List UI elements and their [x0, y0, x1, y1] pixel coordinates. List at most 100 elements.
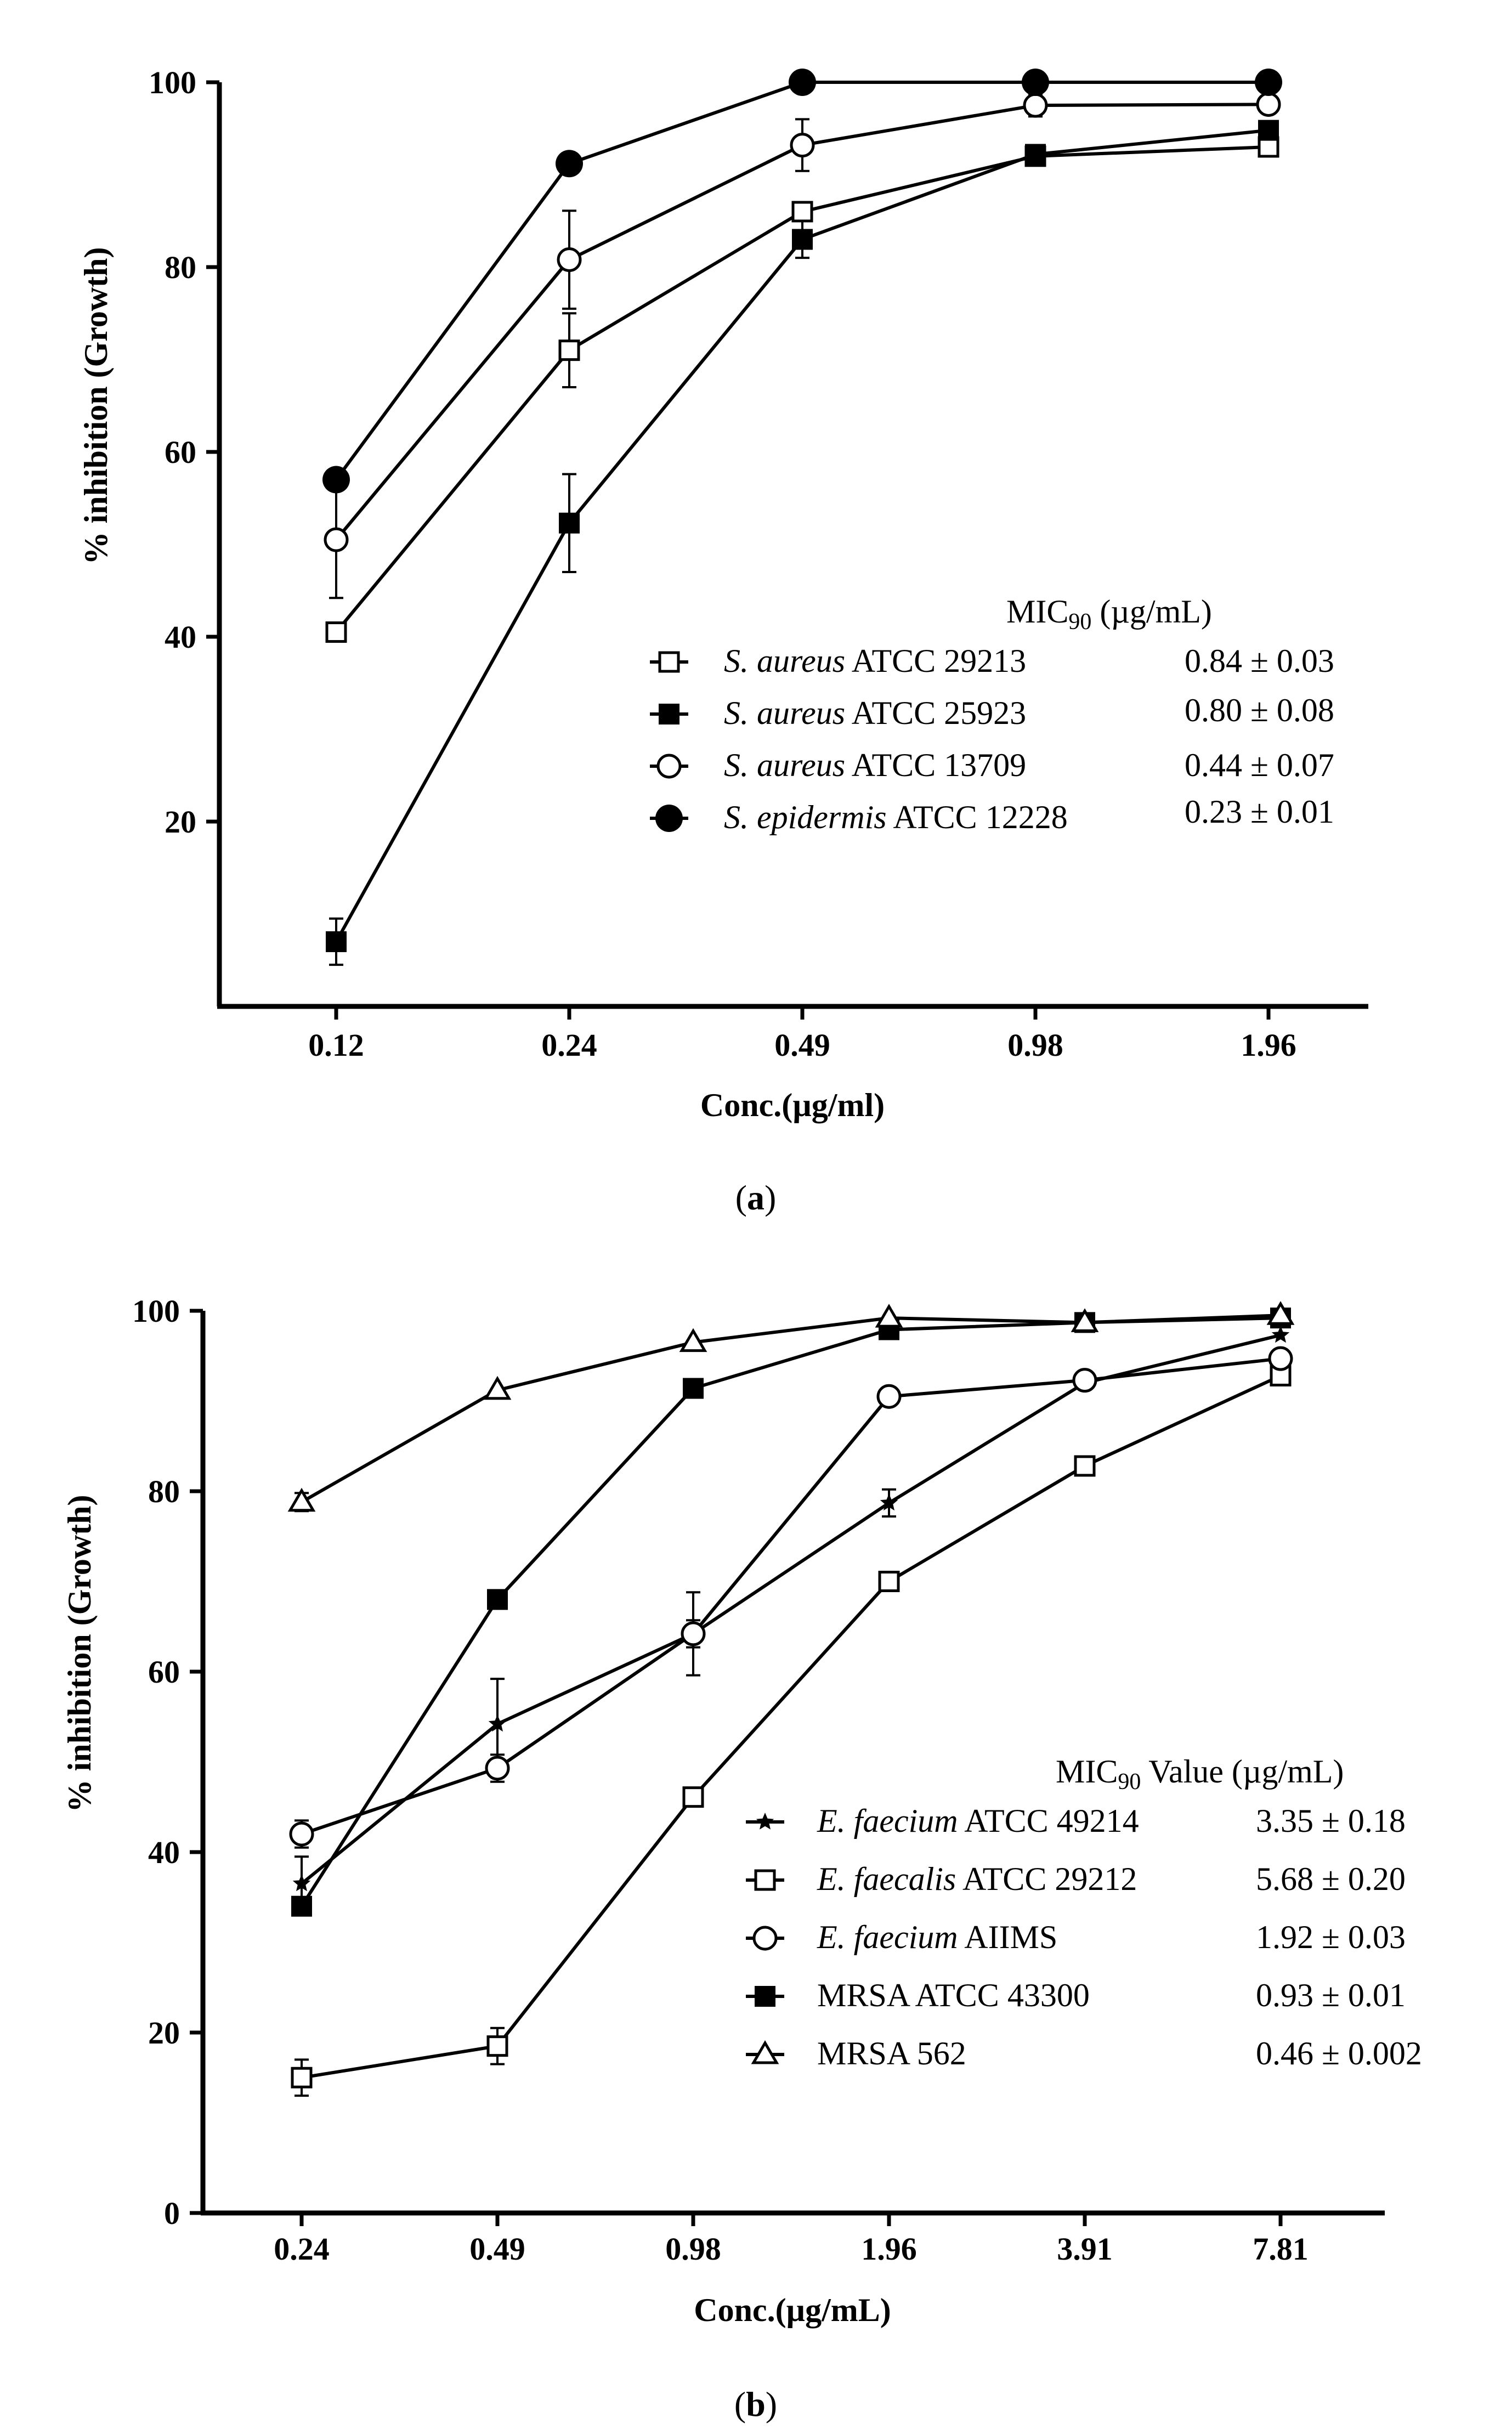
panel-a-x-ticks: 0.12 0.24 0.49 0.98 1.96	[308, 1006, 1296, 1063]
panel-b-legend-marker	[752, 1926, 778, 1951]
panel-b-y-tick-label: 40	[148, 1835, 180, 1870]
panel-b-series-1-point	[292, 1874, 311, 1892]
panel-b-series-1-point	[488, 1714, 507, 1732]
panel-b-series-2-point	[878, 1571, 900, 1592]
panel-a-series-4-point	[1022, 69, 1049, 96]
panel-b-legend-label: E. faecium AIIMS	[817, 1919, 1057, 1955]
panel-a-legend-marker	[658, 651, 680, 673]
panel-a-series-3-point	[1256, 92, 1281, 117]
panel-a-plot-area	[322, 69, 1282, 966]
panel-a-y-tick-label: 40	[165, 619, 196, 655]
panel-a-series-1-point	[791, 201, 813, 223]
panel-b-x-tick-label: 0.98	[665, 2231, 721, 2267]
panel-b-y-tick-label: 60	[148, 1654, 180, 1690]
panel-b-series-3-point	[876, 1384, 902, 1409]
panel-a-legend-species: S. aureus	[724, 643, 845, 679]
panel-a-series-4-point	[789, 69, 816, 96]
panel-a-series-1	[325, 136, 1279, 643]
panel-b-series-5-point	[1071, 1308, 1099, 1332]
panel-b-series-4-point	[291, 1895, 312, 1917]
panel-b-y-tick-label: 100	[132, 1293, 180, 1329]
panel-a-legend-mic-value: 0.23 ± 0.01	[1185, 794, 1334, 830]
panel-b-legend-mic-value: 0.46 ± 0.002	[1256, 2035, 1422, 2071]
panel-b-legend-strain: ATCC 29212	[956, 1861, 1137, 1897]
panel-b-legend-item-5: MRSA 562 0.46 ± 0.002	[746, 2035, 1422, 2071]
panel-b-series-2-line	[301, 1374, 1282, 2080]
panel-b-series-1-point	[880, 1493, 898, 1511]
panel-b-series-1	[292, 1326, 1290, 1912]
panel-a-legend: MIC90 (µg/mL) S. aureus ATCC 29213 0.84 ±…	[650, 593, 1334, 835]
panel-a-legend-label: S. aureus ATCC 13709	[724, 747, 1026, 783]
panel-b-y-ticks: 0 20 40 60 80 100	[132, 1293, 203, 2231]
panel-b-series-4-point	[487, 1589, 508, 1610]
panel-b-y-tick-label: 80	[148, 1474, 180, 1509]
panel-a-x-tick-label: 0.12	[308, 1027, 364, 1063]
panel-b-legend-mic-value: 0.93 ± 0.01	[1256, 1977, 1406, 2013]
panel-a-series-4-point	[322, 466, 350, 494]
panel-b-series-2-point	[291, 2067, 313, 2088]
panel-a-legend-species: S. aureus	[724, 695, 845, 731]
panel-b-legend-item-1: E. faecium ATCC 49214 3.35 ± 0.18	[746, 1803, 1406, 1839]
panel-b-series-3	[289, 1346, 1293, 1849]
panel-b-legend-strain: AIIMS	[958, 1919, 1058, 1955]
panel-b-series-3-point	[289, 1821, 314, 1847]
panel-a-series-3	[324, 92, 1281, 599]
panel-a-legend-header-sub: 90	[1068, 609, 1091, 635]
panel-a-series-2-point	[326, 931, 347, 953]
panel-a-y-tick-label: 20	[165, 804, 196, 840]
panel-b-series-5-line	[301, 1314, 1281, 1504]
panel-b-x-tick-label: 0.24	[274, 2231, 330, 2267]
panel-a-legend-label: S. epidermis ATCC 12228	[724, 799, 1068, 835]
panel-a-y-tick-label: 80	[165, 250, 196, 285]
panel-b-x-ticks: 0.24 0.49 0.98 1.96 3.91 7.81	[274, 2213, 1309, 2267]
panel-b-series-5	[287, 1301, 1295, 1513]
panel-b-legend-species: E. faecium	[817, 1803, 958, 1839]
panel-b-legend-marker	[755, 1986, 775, 2007]
panel-b-series-2-point	[486, 2035, 508, 2057]
panel-b-legend-strain: MRSA ATCC 43300	[817, 1977, 1090, 2013]
panel-a-legend-strain: ATCC 25923	[845, 695, 1026, 731]
panel-b-legend: MIC90 Value (µg/mL) E. faecium ATCC 4921…	[746, 1753, 1422, 2071]
panel-b-legend-label: MRSA 562	[817, 2035, 966, 2071]
panel-b-x-axis-title: Conc.(µg/mL)	[694, 2292, 891, 2328]
panel-b-legend-strain: ATCC 49214	[958, 1803, 1139, 1839]
panel-b-series-4-point	[683, 1378, 704, 1399]
panel-a-legend-header-unit: (µg/mL)	[1091, 593, 1212, 630]
panel-a-y-axis-title: % inhibition (Growth)	[78, 247, 114, 565]
panel-a-legend-marker	[659, 704, 679, 724]
panel-b-legend-item-4: MRSA ATCC 43300 0.93 ± 0.01	[746, 1977, 1406, 2013]
panel-a-legend-mic-value: 0.84 ± 0.03	[1185, 643, 1334, 679]
panel-a-x-tick-label: 0.98	[1007, 1027, 1063, 1063]
panel-a-legend-mic-value: 0.80 ± 0.08	[1185, 692, 1334, 728]
panel-b-x-tick-label: 7.81	[1253, 2231, 1309, 2267]
panel-a-legend-item-3: S. aureus ATCC 13709 0.44 ± 0.07	[650, 747, 1334, 783]
panel-a-series-3-point	[557, 247, 582, 273]
panel-b-series-2-point	[1074, 1455, 1096, 1477]
panel-b-legend-header-sub: 90	[1118, 1769, 1141, 1795]
panel-b-series-4	[291, 1307, 1291, 1917]
panel-b-plot-area	[287, 1301, 1295, 2097]
panel-b-series-5-point	[679, 1328, 707, 1352]
panel-b-legend-marker	[756, 1813, 774, 1830]
panel-a-caption: (a)	[735, 1178, 777, 1217]
panel-b-series-5-point	[1266, 1301, 1295, 1325]
panel-a-x-tick-label: 0.49	[774, 1027, 830, 1063]
panel-b-series-3-point	[1072, 1368, 1097, 1393]
panel-a-series-4-point	[556, 150, 583, 178]
panel-a-legend-item-2: S. aureus ATCC 25923 0.80 ± 0.08	[650, 692, 1334, 731]
panel-a-series-4	[322, 69, 1282, 494]
panel-b-series-5-point	[287, 1487, 316, 1512]
panel-a-series-2-point	[792, 229, 813, 250]
panel-b-legend-strain: MRSA 562	[817, 2035, 966, 2071]
panel-a-y-tick-label: 100	[149, 65, 196, 100]
panel-b-caption: (b)	[734, 2385, 777, 2424]
panel-b-series-5-point	[875, 1304, 903, 1328]
panel-b-legend-header-unit: Value (µg/mL)	[1141, 1753, 1344, 1790]
panel-b-legend-mic-value: 5.68 ± 0.20	[1256, 1861, 1406, 1897]
panel-b-series-1-point	[1271, 1326, 1290, 1343]
panel-b-caption-letter: b	[746, 2385, 766, 2424]
panel-b-legend-species: E. faecalis	[817, 1861, 956, 1897]
